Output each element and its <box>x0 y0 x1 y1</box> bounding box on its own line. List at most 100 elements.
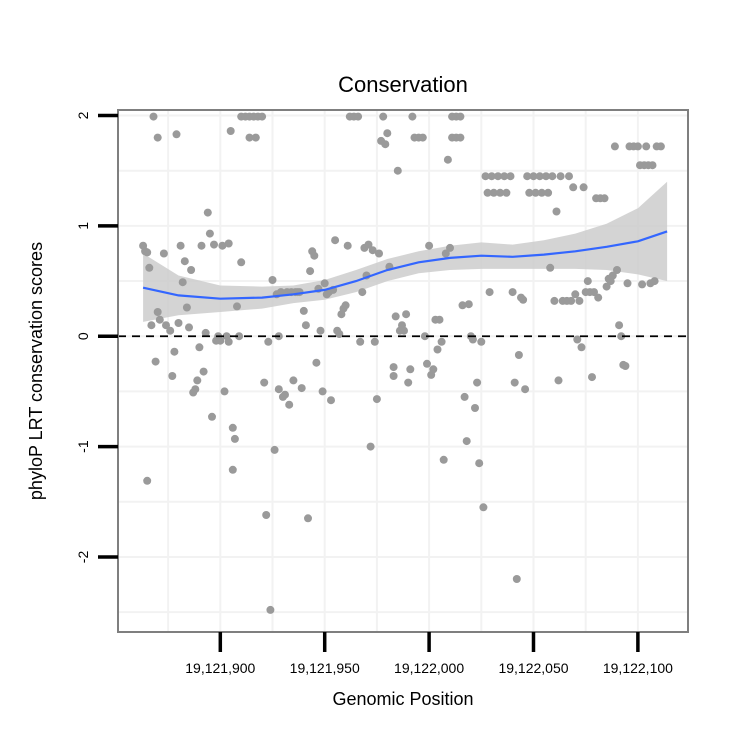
data-point <box>299 306 308 315</box>
data-point <box>205 229 214 238</box>
data-point <box>487 172 496 181</box>
data-point <box>364 240 373 249</box>
data-point <box>556 172 565 181</box>
data-point <box>633 142 642 151</box>
data-point <box>381 140 390 149</box>
y-tick-label: 0 <box>75 332 91 340</box>
data-point <box>460 392 469 401</box>
data-point <box>408 112 417 121</box>
data-point <box>550 296 559 305</box>
data-point <box>443 155 452 164</box>
data-point <box>301 321 310 330</box>
data-point <box>650 277 659 286</box>
data-point <box>437 337 446 346</box>
data-point <box>544 188 553 197</box>
data-point <box>203 208 212 217</box>
smooth-fit <box>142 230 668 300</box>
data-point <box>216 336 225 345</box>
data-point <box>565 172 573 181</box>
data-point <box>185 323 193 332</box>
data-point <box>483 188 492 197</box>
data-point <box>464 300 473 309</box>
data-point <box>406 365 415 374</box>
data-point <box>569 183 578 192</box>
data-point <box>201 328 210 337</box>
data-point <box>187 266 196 274</box>
data-point <box>258 112 267 121</box>
data-point <box>439 455 448 464</box>
data-point <box>389 372 398 380</box>
data-point <box>494 172 502 181</box>
chart-title: Conservation <box>338 72 468 97</box>
data-point <box>462 437 471 446</box>
data-point <box>571 290 580 299</box>
data-point <box>473 378 482 387</box>
data-point <box>191 385 200 394</box>
data-point <box>485 288 494 297</box>
data-point <box>446 243 454 252</box>
data-point <box>588 373 596 382</box>
data-point <box>615 321 624 330</box>
data-point <box>418 133 427 142</box>
data-point <box>310 251 319 260</box>
data-point <box>174 319 183 327</box>
data-point <box>519 295 528 304</box>
data-point <box>237 258 246 267</box>
data-point <box>304 514 312 523</box>
data-point <box>400 326 408 335</box>
data-point <box>623 279 632 288</box>
grid <box>118 110 688 632</box>
data-point <box>610 142 619 151</box>
data-point <box>316 326 325 335</box>
data-point <box>577 343 586 352</box>
data-point <box>331 236 340 245</box>
data-point <box>168 372 177 380</box>
smooth-line <box>142 230 668 300</box>
data-point <box>366 442 375 451</box>
data-point <box>178 278 187 287</box>
data-point <box>153 133 162 142</box>
y-axis-ticks: -2 -1 0 1 2 <box>75 111 118 563</box>
data-point <box>153 308 162 316</box>
data-point <box>510 378 519 387</box>
data-point <box>531 188 540 197</box>
data-point <box>228 423 237 432</box>
data-point <box>228 465 237 474</box>
data-point <box>542 172 550 181</box>
data-point <box>535 172 544 181</box>
data-point <box>425 241 434 250</box>
data-point <box>546 263 555 272</box>
data-point <box>208 412 216 421</box>
y-tick-label: 1 <box>75 222 91 230</box>
data-point <box>402 310 411 319</box>
data-point <box>143 476 152 485</box>
data-point <box>554 376 563 385</box>
data-point <box>356 337 365 346</box>
data-point <box>197 241 206 250</box>
data-point <box>489 188 498 197</box>
data-point <box>613 266 621 274</box>
data-point <box>155 315 164 324</box>
data-point <box>180 257 189 266</box>
data-point <box>176 241 185 250</box>
data-point <box>166 326 175 335</box>
data-point <box>182 303 191 312</box>
data-point <box>458 301 467 310</box>
data-point <box>270 445 279 454</box>
data-point <box>224 239 233 248</box>
x-tick-label: 19,121,950 <box>290 660 360 676</box>
data-point <box>479 503 488 512</box>
data-point <box>648 161 657 170</box>
data-point <box>268 276 277 284</box>
data-point <box>575 296 584 305</box>
data-point <box>220 387 229 396</box>
data-point <box>343 241 352 250</box>
data-point <box>502 188 511 197</box>
x-tick-label: 19,121,900 <box>185 660 255 676</box>
data-point <box>379 112 388 121</box>
data-point <box>537 188 546 197</box>
data-point <box>514 351 523 359</box>
data-point <box>523 172 532 181</box>
data-point <box>195 343 204 352</box>
